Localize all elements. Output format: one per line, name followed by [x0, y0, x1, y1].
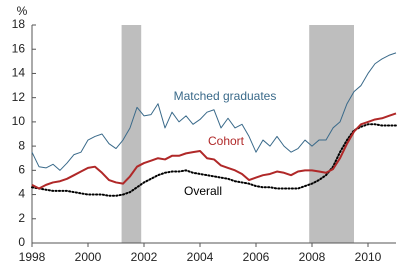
shaded-period: [309, 25, 354, 243]
series-label: Matched graduates: [174, 89, 277, 103]
y-tick-label: 18: [12, 17, 26, 31]
x-tick-label: 2010: [355, 250, 382, 264]
x-tick-label: 2000: [75, 250, 102, 264]
shaded-period: [121, 25, 142, 243]
y-tick-label: 6: [18, 163, 25, 177]
y-tick-label: 10: [12, 114, 26, 128]
series-line: [31, 123, 397, 197]
y-tick-label: 2: [18, 211, 25, 225]
y-tick-label: 4: [18, 187, 25, 201]
series-line: [31, 112, 397, 190]
y-axis-label: %: [17, 4, 28, 18]
series-label: Overall: [184, 184, 222, 198]
x-tick-label: 2004: [187, 250, 214, 264]
y-tick-label: 0: [18, 235, 25, 249]
series-label: Cohort: [208, 134, 245, 148]
y-tick-label: 8: [18, 138, 25, 152]
series-line: [31, 52, 397, 171]
x-tick-label: 2006: [243, 250, 270, 264]
y-tick-label: 12: [12, 90, 26, 104]
x-tick-label: 2008: [299, 250, 326, 264]
y-tick-label: 14: [12, 66, 26, 80]
x-tick-label: 1998: [19, 250, 46, 264]
y-tick-label: 16: [12, 41, 26, 55]
x-tick-label: 2002: [131, 250, 158, 264]
